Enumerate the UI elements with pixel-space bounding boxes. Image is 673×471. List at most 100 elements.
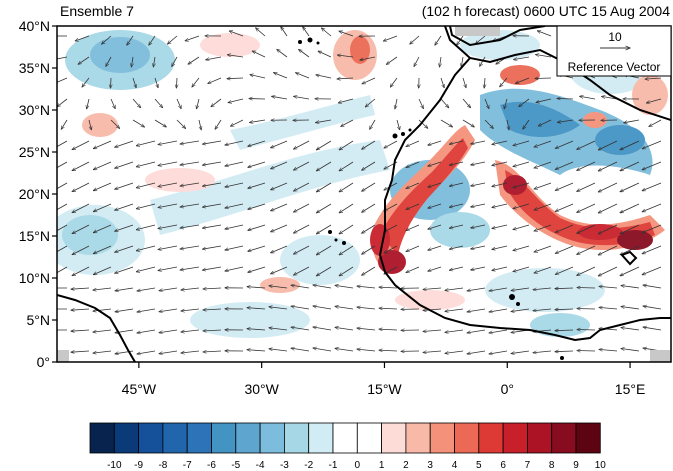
colorbar-label: 2 (403, 460, 409, 471)
reference-vector-box: 10 Reference Vector (556, 25, 672, 77)
colorbar-swatch (211, 422, 237, 454)
colorbar-label: 5 (476, 460, 482, 471)
wind-vector (137, 350, 156, 354)
wind-vector (599, 349, 618, 351)
wind-vector (440, 98, 449, 108)
colorbar-label: 1 (379, 460, 385, 471)
wind-vector (534, 182, 552, 189)
wind-vector (72, 161, 90, 171)
wind-vector (435, 35, 442, 45)
wind-vector (339, 266, 354, 276)
wind-vector (620, 245, 640, 255)
wind-vector (202, 182, 222, 186)
colorbar-swatch (527, 422, 553, 454)
wind-vector (449, 266, 464, 270)
wind-vector (484, 98, 489, 109)
wind-vector (75, 35, 90, 41)
wind-vector (271, 224, 288, 232)
wind-vector (489, 350, 508, 354)
wind-vector (555, 140, 574, 148)
latitude-axis: 40°N 35°N 30°N 25°N 20°N 15°N 10°N 5°N 0° (19, 18, 57, 370)
wind-vector (115, 266, 134, 273)
wind-vector (277, 49, 288, 58)
wind-vector (492, 224, 508, 228)
colorbar-label: -5 (231, 460, 240, 471)
wind-vector (598, 203, 618, 213)
wind-vector (57, 161, 68, 169)
wind-vector (396, 119, 400, 130)
wind-vector (357, 307, 376, 310)
wind-vector (379, 329, 398, 330)
reference-label: Reference Vector (568, 60, 661, 74)
wind-vector (577, 203, 596, 213)
wind-vector (475, 35, 486, 44)
wind-vector (362, 224, 376, 233)
wind-vector (248, 266, 266, 272)
colorbar-swatch (575, 422, 601, 454)
wind-vector (158, 140, 178, 145)
colorbar-swatch (332, 422, 358, 454)
wind-vector (180, 161, 200, 165)
wind-vector (115, 245, 134, 252)
wind-vector (533, 309, 552, 311)
colorbar-swatch (138, 422, 164, 454)
wind-vector (271, 182, 288, 190)
wind-vector (225, 161, 244, 166)
wind-vector (513, 245, 530, 251)
wind-vector (316, 224, 332, 234)
wind-vector (131, 56, 133, 67)
wind-vector (555, 203, 574, 211)
wind-vector (533, 288, 552, 290)
colorbar-label: -4 (256, 460, 265, 471)
wind-vector (291, 327, 310, 331)
wind-vector (406, 224, 420, 231)
wind-vector (313, 285, 332, 289)
lat-tick-label: 40°N (19, 18, 50, 34)
wind-vector (339, 140, 354, 150)
wind-vector (537, 31, 552, 37)
wind-vector (428, 245, 442, 250)
wind-vector (357, 328, 376, 331)
wind-vector (57, 56, 68, 60)
wind-vector (225, 182, 244, 187)
wind-vector (577, 329, 596, 330)
wind-vector (362, 182, 376, 191)
wind-vector (646, 98, 662, 103)
wind-vector (362, 266, 376, 275)
wind-vector (57, 77, 68, 84)
wind-vector (471, 140, 486, 144)
wind-vector (293, 140, 310, 149)
wind-vector (513, 161, 530, 167)
wind-vector (93, 245, 112, 254)
wind-vector (159, 308, 178, 312)
wind-vector (492, 182, 508, 186)
wind-vector (555, 266, 574, 274)
wind-vector (642, 245, 662, 254)
wind-vector (339, 224, 354, 234)
wind-vector (439, 56, 441, 67)
colorbar-label: 6 (500, 460, 506, 471)
wind-vector (384, 224, 398, 232)
forecast-title: (102 h forecast) 0600 UTC 15 Aug 2004 (422, 3, 670, 19)
wind-vector (577, 182, 596, 192)
wind-vector (136, 161, 156, 167)
wind-vector (406, 203, 420, 210)
wind-vector (269, 307, 288, 310)
wind-vector (274, 73, 288, 79)
wind-vector (158, 224, 178, 229)
wind-vector (357, 349, 376, 352)
wind-vector (621, 307, 640, 310)
wind-vector (291, 285, 310, 289)
wind-vector (462, 98, 471, 108)
wind-vector (228, 98, 244, 103)
colorbar-swatch (89, 422, 115, 454)
wind-vector (445, 350, 464, 353)
wind-vector (293, 245, 310, 254)
wind-vector (489, 329, 508, 333)
lon-tick-label: 30°W (244, 381, 279, 397)
colorbar-swatch (429, 422, 455, 454)
wind-vector (602, 96, 618, 100)
wind-vector (102, 35, 112, 44)
wind-vector (72, 203, 90, 213)
wind-vector (428, 182, 442, 187)
